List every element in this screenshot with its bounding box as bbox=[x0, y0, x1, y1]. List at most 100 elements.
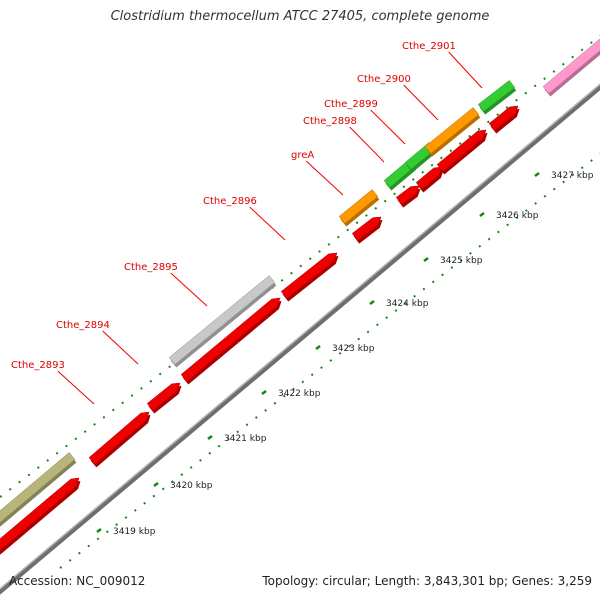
leader-line-8 bbox=[403, 84, 439, 121]
upper-dotted-line bbox=[365, 214, 368, 217]
gene-bar-olive-face bbox=[0, 452, 76, 523]
lower-dotted-line bbox=[375, 323, 379, 327]
gene-label-7: Cthe_2899 bbox=[324, 99, 378, 110]
genome-summary-text: Topology: circular; Length: 3,843,301 bp… bbox=[262, 574, 592, 588]
upper-dotted-line bbox=[158, 372, 162, 376]
gene-arrow-7 bbox=[395, 185, 421, 208]
gene-arrow-4 bbox=[180, 297, 282, 385]
upper-dotted-line bbox=[8, 487, 12, 491]
lower-dotted-line bbox=[366, 330, 370, 334]
genome-backbone bbox=[0, 83, 600, 595]
scale-tick-label-7: 3425 kbp bbox=[440, 256, 483, 266]
lower-dotted-line bbox=[68, 558, 72, 562]
upper-dotted-line bbox=[524, 91, 528, 95]
upper-dotted-line bbox=[111, 408, 115, 412]
gene-label-4: Cthe_2896 bbox=[203, 196, 257, 207]
upper-dotted-line bbox=[36, 466, 40, 470]
upper-dotted-line bbox=[93, 423, 96, 426]
upper-dotted-line bbox=[552, 70, 556, 73]
scale-tick-5 bbox=[315, 345, 321, 350]
lower-dotted-line bbox=[543, 194, 547, 198]
scale-tick-9 bbox=[534, 172, 540, 177]
gene-arrow-6-face bbox=[351, 216, 382, 241]
lower-dotted-line bbox=[403, 301, 407, 305]
lower-dotted-line bbox=[469, 252, 472, 255]
map-title: Clostridium thermocellum ATCC 27405, com… bbox=[110, 9, 490, 24]
gene-features bbox=[0, 38, 600, 555]
gene-bar-orange-2-face bbox=[424, 107, 480, 154]
scale-tick-6 bbox=[369, 300, 375, 305]
upper-dotted-line bbox=[27, 473, 31, 477]
gene-bar-gray bbox=[168, 275, 277, 368]
upper-dotted-line bbox=[515, 98, 518, 102]
upper-dotted-line bbox=[590, 41, 593, 45]
lower-dotted-line bbox=[562, 180, 565, 184]
gene-bar-green-3 bbox=[477, 80, 517, 115]
upper-dotted-line bbox=[561, 62, 565, 66]
lower-dotted-line bbox=[236, 430, 240, 434]
backbone-line bbox=[0, 84, 600, 595]
leader-line-3 bbox=[170, 272, 208, 307]
upper-dotted-line bbox=[486, 120, 490, 124]
scale-tick-label-2: 3420 kbp bbox=[170, 481, 213, 491]
lower-dotted-line bbox=[357, 337, 361, 341]
gene-arrow-10-face bbox=[488, 105, 519, 131]
lower-dotted-line bbox=[87, 544, 91, 548]
upper-dotted-line bbox=[440, 156, 443, 160]
upper-dotted-line bbox=[74, 437, 78, 441]
scale-tick-1 bbox=[96, 528, 102, 533]
lower-dotted-line bbox=[320, 366, 323, 369]
lower-dotted-line bbox=[264, 409, 267, 412]
gene-arrow-9 bbox=[436, 129, 488, 175]
upper-dotted-line bbox=[299, 264, 303, 268]
gene-arrow-9-face bbox=[436, 129, 487, 172]
lower-dotted-line bbox=[115, 523, 119, 526]
upper-dotted-line bbox=[280, 278, 284, 282]
upper-dotted-line bbox=[411, 178, 415, 181]
scale-tick-label-4: 3422 kbp bbox=[278, 389, 321, 399]
upper-dotted-line bbox=[383, 199, 387, 203]
lower-dotted-line bbox=[208, 451, 212, 455]
upper-dotted-line bbox=[83, 430, 87, 433]
upper-dotted-line bbox=[505, 106, 509, 109]
scale-tick-label-8: 3426 kbp bbox=[496, 211, 539, 221]
lower-dotted-line bbox=[282, 394, 286, 398]
upper-dotted-line bbox=[477, 127, 481, 131]
gene-label-2: Cthe_2894 bbox=[56, 320, 110, 331]
upper-dotted-line bbox=[168, 365, 171, 369]
lower-dotted-line bbox=[478, 244, 482, 248]
upper-dotted-line bbox=[496, 113, 500, 117]
lower-dotted-line bbox=[441, 273, 444, 277]
gene-arrow-2 bbox=[88, 411, 151, 468]
upper-dotted-line bbox=[318, 250, 321, 253]
upper-dotted-line bbox=[421, 170, 425, 174]
lower-dotted-line bbox=[199, 459, 202, 462]
gene-label-6: Cthe_2898 bbox=[303, 116, 357, 127]
lower-dotted-line bbox=[180, 473, 184, 477]
gene-bar-gray-face bbox=[168, 275, 276, 365]
lower-dotted-line bbox=[590, 159, 593, 162]
lower-dotted-line bbox=[105, 530, 109, 534]
upper-dotted-line bbox=[468, 134, 471, 138]
gene-bar-olive bbox=[0, 452, 77, 527]
lower-dotted-line bbox=[385, 316, 389, 319]
gene-bar-orange-1-face bbox=[338, 189, 379, 224]
gene-arrow-3 bbox=[146, 382, 182, 414]
lower-dotted-line bbox=[506, 223, 510, 227]
upper-dotted-line bbox=[458, 142, 462, 145]
lower-dotted-line bbox=[171, 480, 174, 484]
label-leader-lines bbox=[57, 51, 483, 405]
scale-tick-7 bbox=[423, 257, 429, 262]
upper-dotted-line bbox=[46, 459, 50, 462]
gene-arrow-10 bbox=[488, 105, 520, 134]
upper-dotted-line bbox=[336, 235, 340, 239]
scale-tick-label-5: 3423 kbp bbox=[332, 344, 375, 354]
gene-arrow-2-face bbox=[88, 411, 150, 465]
gene-arrow-5-face bbox=[280, 252, 338, 299]
upper-dotted-line bbox=[533, 84, 537, 88]
gene-arrow-1 bbox=[0, 477, 81, 555]
upper-dotted-line bbox=[308, 257, 312, 261]
upper-dotted-line bbox=[402, 185, 406, 189]
